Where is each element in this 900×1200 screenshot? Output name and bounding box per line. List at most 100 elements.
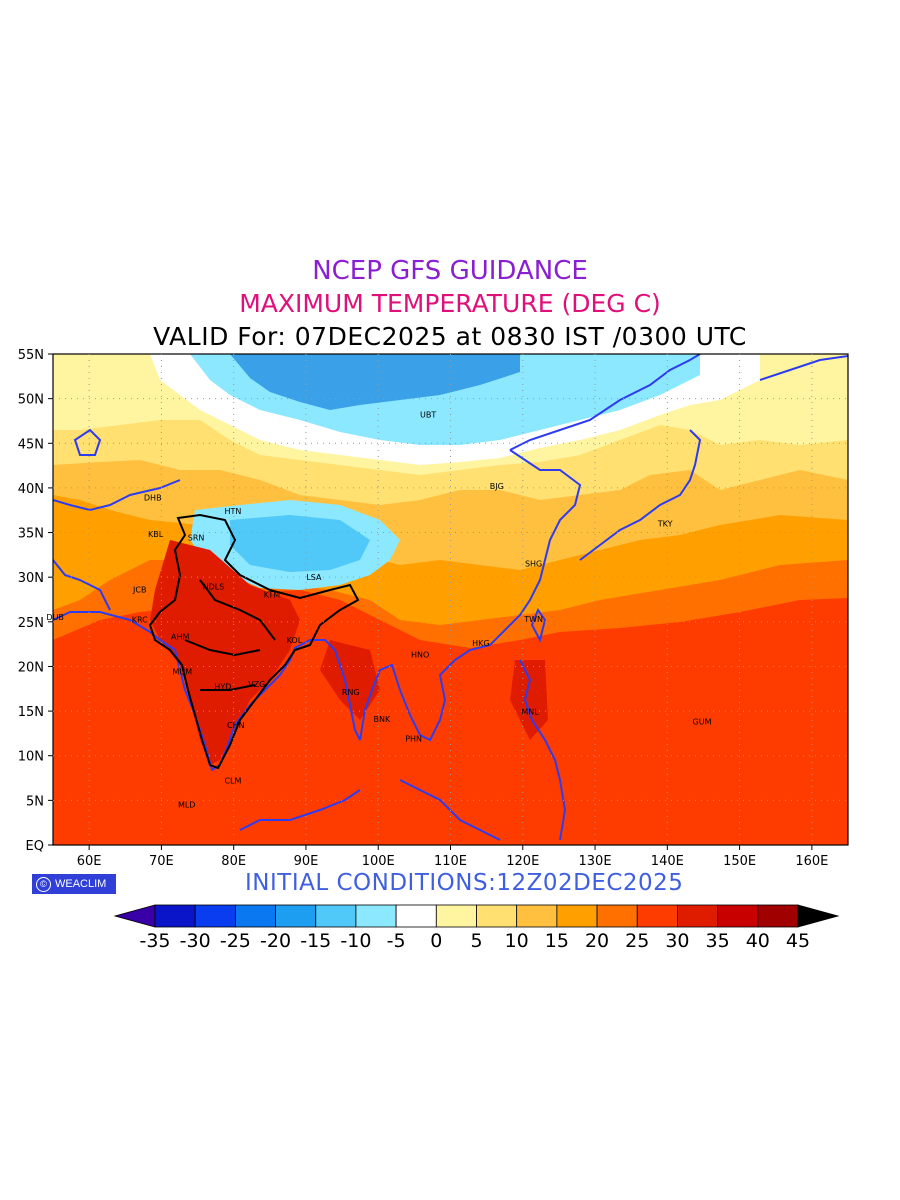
longitude-label: 150E <box>723 854 756 869</box>
station-label-htn: HTN <box>225 507 242 516</box>
longitude-label: 80E <box>221 854 246 869</box>
station-label-bnk: BNK <box>373 715 390 724</box>
colorbar-box <box>315 904 357 928</box>
colorbar-box <box>355 904 397 928</box>
colorbar-box <box>435 904 477 928</box>
station-label-hyd: HYD <box>214 683 231 692</box>
latitude-label: 30N <box>18 571 44 586</box>
station-label-ubt: UBT <box>420 410 436 419</box>
colorbar-box <box>636 904 678 928</box>
colorbar-box <box>476 904 518 928</box>
colorbar-level-label: -25 <box>220 930 251 952</box>
colorbar-box <box>677 904 719 928</box>
colorbar-level-label: -35 <box>139 930 170 952</box>
station-label-ktm: KTM <box>264 591 281 600</box>
station-label-srn: SRN <box>188 534 205 543</box>
longitude-label: 90E <box>294 854 319 869</box>
colorbar-level-label: 0 <box>430 930 442 952</box>
colorbar-lower-arrow <box>113 904 156 928</box>
weaclim-logo: © WEACLIM <box>32 874 116 894</box>
station-label-shg: SHG <box>525 559 542 568</box>
station-label-jcb: JCB <box>132 585 146 594</box>
colorbar-level-label: -10 <box>340 930 371 952</box>
colorbar-box <box>395 904 437 928</box>
longitude-label: 160E <box>795 854 828 869</box>
longitude-label: 110E <box>434 854 467 869</box>
colorbar-level-label: -5 <box>387 930 406 952</box>
station-label-tky: TKY <box>657 519 673 528</box>
longitude-label: 70E <box>149 854 174 869</box>
latitude-label: 15N <box>18 705 44 720</box>
longitude-label: 140E <box>651 854 684 869</box>
map-subtitle: MAXIMUM TEMPERATURE (DEG C) <box>239 289 661 318</box>
latitude-labels: 55N 50N 45N 40N 35N 30N 25N 20N 15N 10N 5N EQ <box>18 348 53 854</box>
colorbar-box <box>717 904 759 928</box>
station-label-hkg: HKG <box>472 639 489 648</box>
colorbar-level-label: -30 <box>180 930 211 952</box>
latitude-label: 55N <box>18 348 44 363</box>
station-label-mld: MLD <box>178 801 196 810</box>
colorbar-box <box>556 904 598 928</box>
station-labels: UBT BJG DHB HTN KBL SRN TKY SHG LSA JCB KTM NDLS DUB… <box>46 410 711 809</box>
station-label-kbl: KBL <box>148 530 164 539</box>
station-label-rng: RNG <box>342 688 360 697</box>
station-label-dhb: DHB <box>144 493 162 502</box>
latitude-label: 40N <box>18 482 44 497</box>
longitude-label: 130E <box>579 854 612 869</box>
colorbar-level-label: 10 <box>505 930 529 952</box>
colorbar-box <box>154 904 196 928</box>
longitude-label: 120E <box>506 854 539 869</box>
latitude-label: 45N <box>18 437 44 452</box>
latitude-label: 25N <box>18 616 44 631</box>
colorbar-box <box>516 904 558 928</box>
colorbar-box <box>194 904 236 928</box>
colorbar-level-label: -20 <box>260 930 291 952</box>
valid-time-label: VALID For: 07DEC2025 at 0830 IST /0300 U… <box>153 322 747 351</box>
station-label-mum: MUM <box>173 667 193 676</box>
logo-text: WEACLIM <box>55 878 107 890</box>
latitude-label: 50N <box>18 393 44 408</box>
initial-conditions-label: INITIAL CONDITIONS:12Z02DEC2025 <box>245 870 684 896</box>
temperature-colorbar: -35 -30 -25 -20 -15 -10 -5 0 5 10 15 20 25 30 35 40 45 <box>113 904 840 952</box>
colorbar-level-label: 20 <box>585 930 609 952</box>
colorbar-box <box>275 904 317 928</box>
station-label-krc: KRC <box>132 616 148 625</box>
station-label-chn: CHN <box>227 721 245 730</box>
india-border <box>148 513 360 770</box>
colorbar-level-label: 5 <box>470 930 482 952</box>
station-label-clm: CLM <box>224 776 241 785</box>
graticule <box>53 354 848 845</box>
colorbar-level-label: -15 <box>300 930 331 952</box>
station-label-gum: GUM <box>693 717 712 726</box>
colorbar-level-label: 15 <box>545 930 569 952</box>
station-label-twn: TWN <box>523 615 543 624</box>
station-label-ndls: NDLS <box>203 583 225 592</box>
latitude-label: EQ <box>26 839 44 854</box>
latitude-label: 5N <box>26 794 44 809</box>
longitude-label: 60E <box>77 854 102 869</box>
station-label-hno: HNO <box>411 651 429 660</box>
colorbar-level-label: 30 <box>665 930 689 952</box>
latitude-label: 35N <box>18 527 44 542</box>
colorbar-box <box>234 904 276 928</box>
colorbar-upper-arrow <box>797 904 840 928</box>
station-label-lsa: LSA <box>306 573 322 582</box>
station-label-kol: KOL <box>287 636 303 645</box>
station-label-ahm: AHM <box>171 633 189 642</box>
colorbar-level-label: 35 <box>706 930 730 952</box>
longitude-label: 100E <box>362 854 395 869</box>
copyright-icon: © <box>36 876 51 892</box>
station-label-dub: DUB <box>46 613 64 622</box>
longitude-labels: 60E 70E 80E 90E 100E 110E 120E 130E 140E 150E 160E <box>77 845 828 869</box>
colorbar-level-label: 45 <box>786 930 810 952</box>
station-label-mnl: MNL <box>521 708 539 717</box>
temperature-field <box>53 354 848 845</box>
latitude-label: 10N <box>18 750 44 765</box>
coastlines <box>53 354 848 841</box>
latitude-label: 20N <box>18 660 44 675</box>
colorbar-box <box>757 904 799 928</box>
station-label-vzg: VZG <box>248 680 265 689</box>
station-label-phn: PHN <box>405 734 422 743</box>
colorbar-level-label: 40 <box>746 930 770 952</box>
